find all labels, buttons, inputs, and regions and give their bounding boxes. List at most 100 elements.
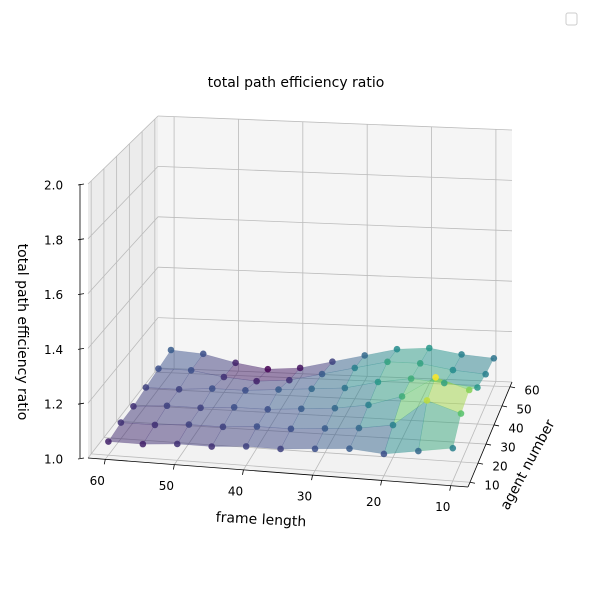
- data-point: [208, 443, 216, 450]
- grid-line: [87, 367, 159, 459]
- y-tick-label: 10: [484, 479, 499, 493]
- data-point: [432, 374, 439, 381]
- tick-mark: [493, 424, 500, 427]
- data-point: [465, 386, 473, 394]
- tick-mark: [449, 485, 452, 491]
- data-point: [117, 419, 125, 426]
- z-tick-label: 1.6: [44, 288, 63, 302]
- tick-mark: [77, 183, 85, 186]
- grid-line: [87, 216, 159, 294]
- tick-mark: [469, 481, 476, 484]
- chart-title: total path efficiency ratio: [208, 75, 385, 91]
- data-point: [130, 403, 137, 410]
- tick-mark: [103, 459, 106, 465]
- tick-mark: [501, 405, 508, 408]
- data-point: [361, 352, 368, 359]
- y-axis-line: [467, 381, 513, 488]
- x-tick-label: 20: [366, 495, 381, 509]
- data-point: [142, 384, 150, 391]
- data-point: [298, 405, 305, 413]
- data-point: [474, 384, 481, 391]
- z-tick-label: 1.0: [44, 453, 63, 467]
- data-point: [457, 410, 465, 417]
- data-point: [380, 450, 388, 458]
- data-point: [242, 387, 249, 394]
- tick-mark: [380, 480, 383, 486]
- data-point: [253, 423, 261, 430]
- data-point: [167, 346, 175, 354]
- data-point: [416, 360, 424, 367]
- data-point: [407, 375, 415, 382]
- grid-line: [157, 266, 513, 282]
- y-tick-label: 40: [508, 421, 523, 435]
- data-point: [287, 425, 295, 433]
- tick-mark: [77, 457, 85, 460]
- data-point: [355, 424, 363, 432]
- data-point: [398, 393, 406, 400]
- tick-mark: [485, 443, 492, 446]
- grid-line: [87, 166, 159, 240]
- x-tick-label: 30: [297, 490, 312, 504]
- z-tick-label: 1.8: [44, 233, 63, 247]
- y-tick-label: 20: [492, 460, 507, 474]
- data-point: [232, 359, 239, 367]
- tick-mark: [172, 464, 175, 470]
- tick-mark: [77, 348, 85, 350]
- data-point: [449, 366, 457, 374]
- tick-mark: [311, 475, 313, 481]
- data-point: [155, 365, 162, 372]
- data-point: [230, 403, 238, 411]
- data-point: [490, 354, 498, 362]
- data-point: [415, 447, 422, 455]
- data-point: [440, 379, 448, 387]
- back-pane: [158, 116, 512, 382]
- data-point: [264, 406, 272, 413]
- data-point: [163, 402, 171, 410]
- z-axis-label: total path efficiency ratio: [14, 244, 30, 421]
- x-tick-label: 10: [435, 500, 450, 514]
- data-point: [341, 384, 349, 392]
- data-point: [425, 344, 433, 352]
- data-point: [423, 397, 431, 404]
- data-point: [384, 358, 391, 366]
- data-point: [242, 443, 250, 450]
- x-tick-label: 40: [228, 484, 243, 498]
- data-point: [331, 404, 339, 412]
- tick-mark: [242, 469, 244, 475]
- data-point: [253, 377, 260, 385]
- data-point: [351, 364, 359, 372]
- data-point: [139, 440, 147, 448]
- tick-mark: [477, 462, 484, 465]
- data-point: [374, 378, 382, 386]
- data-point: [308, 385, 315, 393]
- data-point: [393, 345, 401, 353]
- data-point: [175, 385, 183, 393]
- data-point: [321, 425, 329, 432]
- grid-line: [157, 317, 513, 332]
- data-point: [389, 421, 397, 429]
- data-point: [296, 364, 304, 372]
- grid-line: [157, 216, 513, 232]
- grid-line: [87, 317, 159, 404]
- grid-line: [91, 453, 471, 483]
- data-point: [199, 350, 207, 358]
- x-tick-label: 60: [90, 474, 105, 488]
- data-point: [264, 365, 272, 373]
- legend-box: [565, 12, 578, 26]
- data-point: [208, 385, 216, 392]
- data-point: [173, 440, 181, 448]
- side-pane: [88, 116, 158, 458]
- x-axis-label: frame length: [215, 510, 306, 531]
- tick-mark: [509, 386, 516, 389]
- x-axis-line: [87, 457, 469, 488]
- y-tick-label: 50: [516, 402, 531, 416]
- data-point: [311, 445, 319, 453]
- data-point: [219, 423, 227, 431]
- grid-line: [450, 381, 497, 486]
- z-tick-label: 1.4: [44, 343, 63, 357]
- x-tick-label: 50: [159, 479, 174, 493]
- grid-line: [87, 266, 159, 349]
- tick-mark: [77, 402, 85, 405]
- tick-mark: [77, 293, 85, 295]
